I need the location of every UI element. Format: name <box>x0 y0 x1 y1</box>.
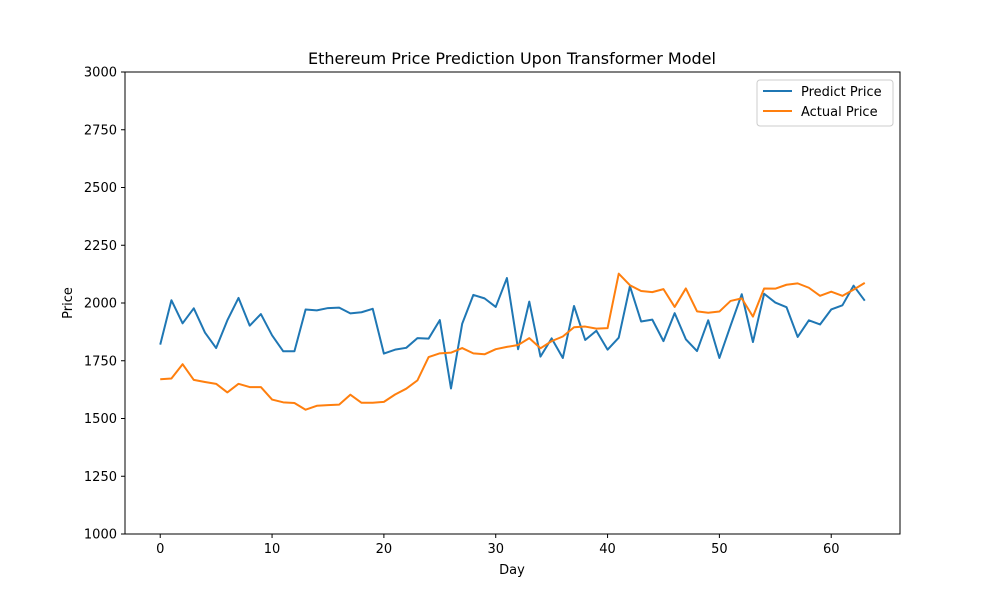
y-tick-label: 2750 <box>84 123 117 138</box>
chart-title: Ethereum Price Prediction Upon Transform… <box>308 49 716 68</box>
x-tick-label: 30 <box>487 542 504 557</box>
x-tick-label: 40 <box>599 542 616 557</box>
y-tick-label: 1250 <box>84 470 117 485</box>
x-tick-label: 0 <box>156 542 164 557</box>
x-tick-label: 50 <box>711 542 728 557</box>
y-tick-label: 1500 <box>84 412 117 427</box>
y-tick-label: 3000 <box>84 66 117 81</box>
series-line-predict-price <box>159 277 866 390</box>
x-tick-label: 10 <box>264 542 281 557</box>
legend: Predict Price Actual Price <box>756 79 894 127</box>
x-axis: 0 10 20 30 40 50 60 <box>156 534 839 557</box>
x-axis-label: Day <box>499 563 525 578</box>
y-tick-label: 2250 <box>84 239 117 254</box>
y-tick-label: 1000 <box>84 528 117 543</box>
y-axis: 1000 1250 1500 1750 2000 2250 2500 2750 3000 <box>84 66 125 543</box>
series-line-actual-price <box>160 272 866 411</box>
series-layer <box>159 272 866 411</box>
y-axis-label: Price <box>61 287 76 319</box>
y-tick-label: 2000 <box>84 297 117 312</box>
x-tick-label: 60 <box>823 542 840 557</box>
x-tick-label: 20 <box>376 542 393 557</box>
y-tick-label: 2500 <box>84 181 117 196</box>
y-tick-label: 1750 <box>84 354 117 369</box>
legend-label-actual: Actual Price <box>801 105 878 120</box>
legend-label-predict: Predict Price <box>801 85 882 100</box>
